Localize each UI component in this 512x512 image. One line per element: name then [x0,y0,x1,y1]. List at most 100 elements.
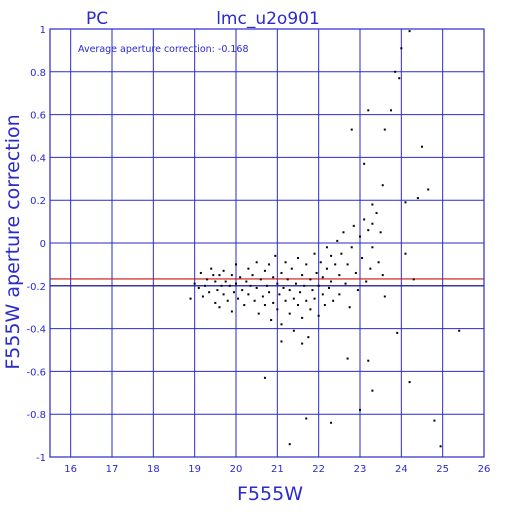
data-point [249,284,252,287]
data-point [214,280,217,283]
data-point [284,299,287,302]
data-point [218,274,221,277]
tick-labels: 16 17 18 19 20 21 22 23 24 25 26 -1 -0.8 -0.6 -0.4 -0.2… [26,25,490,475]
data-point [408,381,411,384]
data-point [325,246,328,249]
y-tick-label: 0.8 [30,68,46,79]
x-tick-label: 17 [106,464,119,475]
data-point [332,299,335,302]
data-point [315,271,318,274]
data-point [433,419,436,422]
data-point [247,293,250,296]
data-point [210,267,213,270]
data-point [253,299,256,302]
x-tick-label: 24 [395,464,408,475]
data-point [421,145,423,148]
data-point [367,109,370,112]
x-tick-label: 20 [230,464,243,475]
plot-frame [49,28,485,458]
data-point [251,274,254,277]
data-point [224,280,227,283]
data-point [359,408,361,411]
data-point [288,289,291,292]
y-tick-label: 0 [40,239,46,250]
data-point [348,306,351,309]
data-point [342,231,345,234]
data-point [321,276,324,279]
data-point [365,280,368,283]
data-point [346,263,349,266]
y-tick-label: -0.6 [26,367,46,378]
data-point [317,314,320,317]
data-point [206,278,209,281]
data-point [336,239,339,242]
data-point [427,188,430,191]
data-point [439,445,442,448]
data-point [404,252,407,255]
data-point [379,231,382,234]
grid [50,28,485,458]
data-point [270,319,273,322]
data-point [317,284,320,287]
data-point [301,274,304,277]
data-point [226,299,229,302]
data-point [375,212,378,215]
data-point [212,274,215,277]
y-tick-label: -0.8 [26,410,46,421]
reference-lines [50,278,484,287]
y-tick-label: 0.6 [30,111,46,122]
data-point [363,162,366,165]
data-point [292,297,295,300]
data-point [286,278,289,281]
data-point [328,286,330,289]
data-point [257,312,260,315]
data-point [309,278,312,281]
data-point [369,267,372,270]
data-point [458,329,461,332]
data-point [214,301,217,304]
data-point [280,323,283,326]
y-axis-label: F555W aperture correction [2,114,24,369]
data-point [201,295,204,298]
data-point [323,304,326,307]
data-point [313,297,316,300]
y-tick-label: 0.4 [30,153,46,164]
data-point [290,267,293,270]
data-point [197,286,200,289]
x-axis-label: F555W [237,483,303,505]
data-point [247,267,250,270]
data-point [330,254,333,257]
data-point [204,284,206,287]
data-point [288,312,291,315]
data-point [356,289,359,292]
x-tick-label: 21 [271,464,284,475]
x-tick-label: 25 [436,464,449,475]
data-point [412,278,415,281]
data-point [361,256,364,259]
y-tick-label: -0.4 [26,325,46,336]
y-tick-label: -1 [36,453,46,464]
data-point [334,263,337,266]
data-point [241,289,244,292]
data-point [359,235,361,238]
data-point [245,280,248,283]
data-point [266,284,268,287]
data-point [216,289,219,292]
data-point [230,274,233,277]
chart-title: lmc_u2o901 [216,9,320,29]
data-point [255,261,258,264]
data-point [325,267,328,270]
data-point [344,282,347,285]
data-point [199,271,202,274]
data-point [330,421,333,424]
data-point [274,254,277,257]
data-point [371,203,374,206]
data-point [311,289,314,292]
data-point [272,276,275,279]
data-point [404,201,407,204]
data-point [400,47,403,50]
data-point [193,282,196,285]
data-point [383,295,386,298]
data-point [363,218,366,221]
